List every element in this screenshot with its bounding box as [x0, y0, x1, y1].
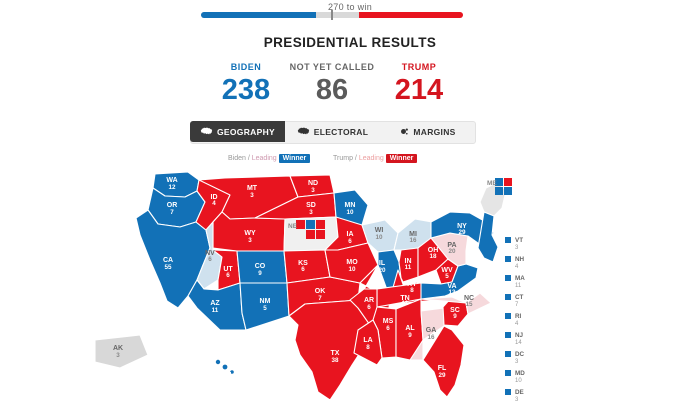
- svg-text:ME: ME: [487, 180, 497, 187]
- svg-text:MD: MD: [515, 370, 525, 377]
- svg-text:9: 9: [258, 270, 262, 277]
- svg-text:13: 13: [448, 289, 456, 296]
- svg-text:4: 4: [515, 264, 519, 270]
- svg-text:16: 16: [427, 334, 435, 341]
- svg-text:NJ: NJ: [515, 332, 524, 339]
- svg-text:LA: LA: [363, 337, 372, 344]
- svg-text:11: 11: [515, 283, 522, 289]
- svg-text:29: 29: [438, 372, 446, 379]
- svg-text:9: 9: [453, 313, 457, 320]
- svg-text:FL: FL: [438, 365, 447, 372]
- svg-text:29: 29: [458, 229, 466, 236]
- svg-text:RI: RI: [515, 313, 522, 320]
- svg-text:9: 9: [408, 332, 412, 339]
- svg-text:NM: NM: [260, 298, 271, 305]
- svg-text:6: 6: [226, 272, 230, 279]
- svg-text:20: 20: [378, 267, 386, 274]
- svg-text:HI: HI: [225, 372, 232, 379]
- svg-text:OR: OR: [167, 202, 178, 209]
- svg-text:IL: IL: [379, 260, 386, 267]
- svg-text:18: 18: [429, 253, 437, 260]
- svg-text:GA: GA: [426, 327, 437, 334]
- svg-text:WY: WY: [244, 230, 256, 237]
- svg-text:6: 6: [208, 256, 212, 263]
- svg-text:6: 6: [367, 304, 371, 311]
- svg-text:SD: SD: [306, 202, 316, 209]
- svg-text:7: 7: [170, 209, 174, 216]
- svg-text:3: 3: [515, 397, 519, 403]
- svg-text:11: 11: [212, 307, 219, 314]
- svg-text:AR: AR: [364, 297, 374, 304]
- svg-text:10: 10: [346, 209, 354, 216]
- svg-text:AZ: AZ: [210, 300, 220, 307]
- svg-text:15: 15: [465, 301, 473, 308]
- svg-text:3: 3: [250, 192, 254, 199]
- svg-text:20: 20: [448, 248, 456, 255]
- svg-text:7: 7: [515, 302, 519, 308]
- svg-text:5: 5: [263, 305, 267, 312]
- svg-text:14: 14: [515, 340, 522, 346]
- svg-text:DC: DC: [515, 351, 525, 358]
- svg-text:TX: TX: [331, 350, 340, 357]
- svg-text:MN: MN: [345, 202, 356, 209]
- svg-text:3: 3: [309, 209, 313, 216]
- svg-text:11: 11: [405, 264, 412, 271]
- svg-text:11: 11: [402, 300, 409, 307]
- svg-text:55: 55: [164, 264, 172, 271]
- svg-text:6: 6: [348, 238, 352, 245]
- svg-text:CO: CO: [255, 263, 266, 270]
- svg-text:3: 3: [116, 352, 120, 359]
- svg-text:ND: ND: [308, 180, 318, 187]
- svg-text:AK: AK: [113, 345, 123, 352]
- svg-text:MA: MA: [515, 275, 525, 282]
- svg-text:10: 10: [348, 266, 356, 273]
- svg-text:4: 4: [226, 379, 230, 386]
- svg-text:VT: VT: [515, 237, 523, 244]
- svg-text:3: 3: [515, 245, 519, 251]
- svg-text:MO: MO: [346, 259, 358, 266]
- svg-text:16: 16: [409, 237, 417, 244]
- svg-text:38: 38: [331, 357, 339, 364]
- svg-text:MT: MT: [247, 185, 258, 192]
- svg-text:6: 6: [386, 325, 390, 332]
- svg-text:7: 7: [318, 295, 322, 302]
- svg-text:4: 4: [212, 200, 216, 207]
- svg-text:12: 12: [168, 184, 176, 191]
- svg-text:3: 3: [248, 237, 252, 244]
- svg-text:3: 3: [515, 359, 519, 365]
- svg-text:CA: CA: [163, 257, 173, 264]
- svg-text:WI: WI: [375, 227, 384, 234]
- svg-text:4: 4: [515, 321, 519, 327]
- svg-text:10: 10: [375, 234, 383, 241]
- svg-text:IA: IA: [347, 231, 354, 238]
- svg-text:5: 5: [445, 273, 449, 280]
- svg-text:CT: CT: [515, 294, 524, 301]
- svg-text:DE: DE: [515, 389, 524, 396]
- svg-text:OK: OK: [315, 288, 326, 295]
- svg-text:WA: WA: [166, 177, 177, 184]
- svg-text:MS: MS: [383, 318, 394, 325]
- svg-text:8: 8: [410, 287, 414, 294]
- svg-text:6: 6: [301, 266, 305, 273]
- svg-text:NE: NE: [288, 223, 298, 230]
- svg-text:NH: NH: [515, 256, 525, 263]
- svg-text:AL: AL: [405, 325, 415, 332]
- svg-text:8: 8: [366, 344, 370, 351]
- svg-text:3: 3: [311, 187, 315, 194]
- svg-text:10: 10: [515, 378, 522, 384]
